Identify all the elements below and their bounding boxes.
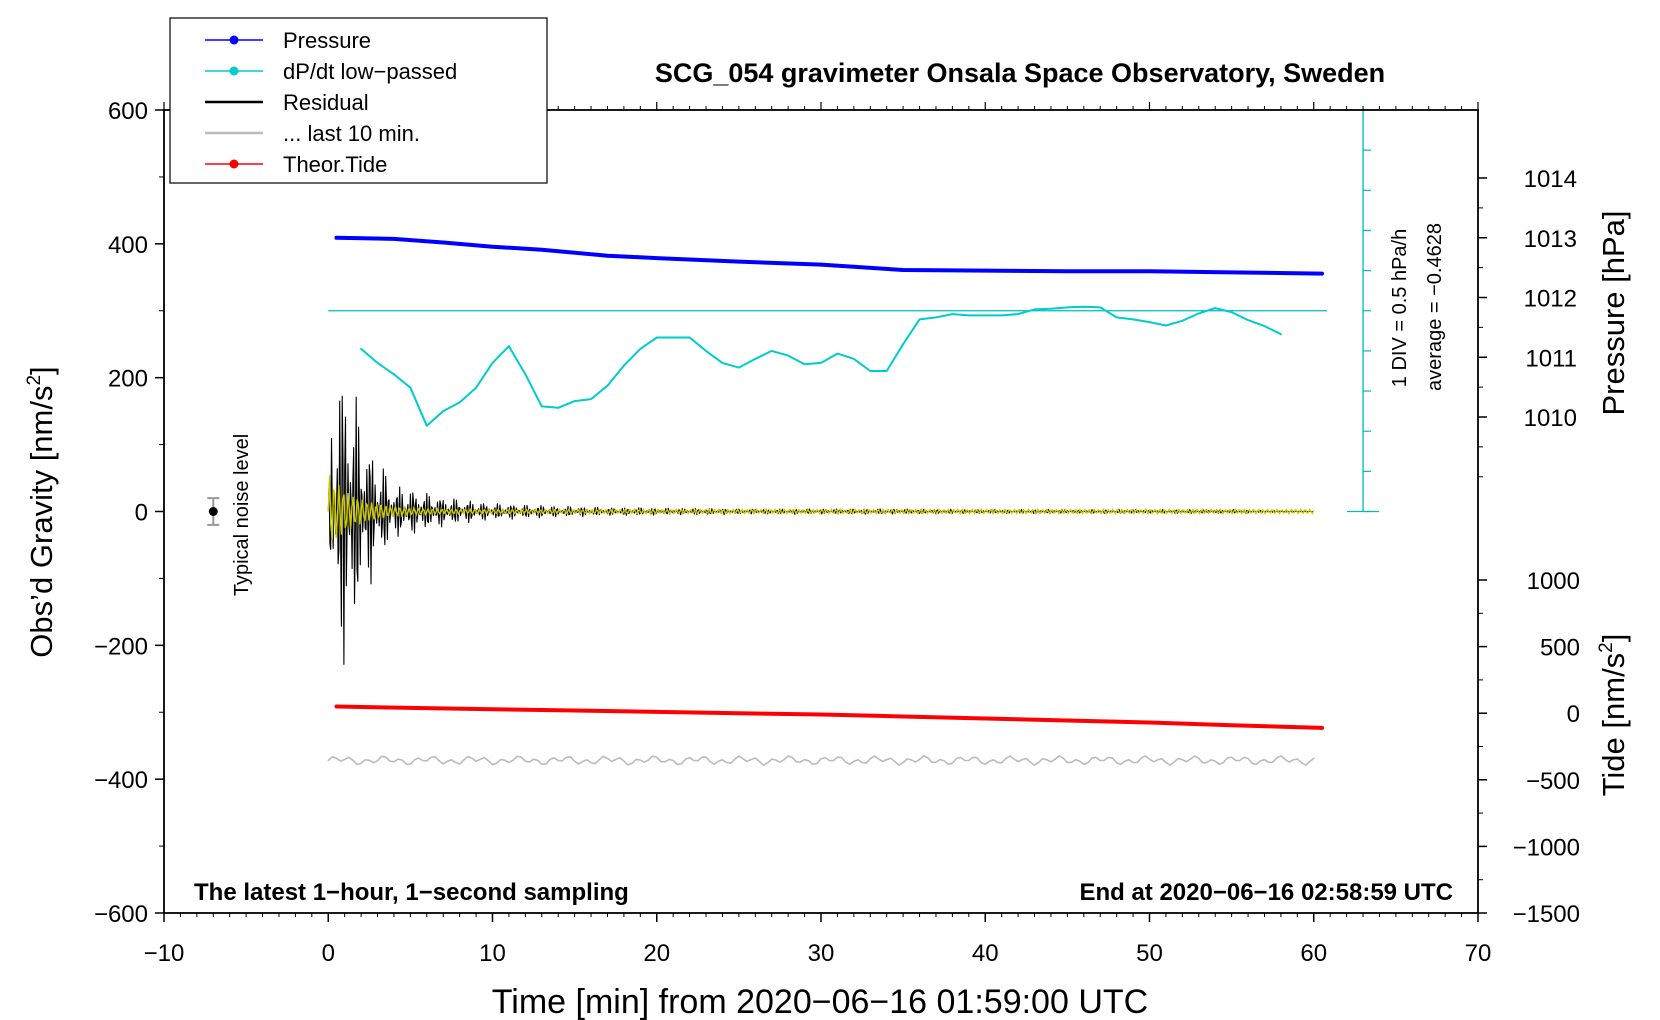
y-tick-label: −200 bbox=[94, 633, 148, 660]
legend-label: ... last 10 min. bbox=[283, 121, 420, 146]
div-scale-label: 1 DIV = 0.5 hPa/h bbox=[1389, 229, 1411, 387]
note-end-time: End at 2020−06−16 02:58:59 UTC bbox=[1079, 879, 1453, 906]
pressure-tick-label: 1014 bbox=[1524, 166, 1577, 193]
y-axis-label-tide-end: ] bbox=[1596, 634, 1631, 643]
tide-tick-label: 0 bbox=[1567, 701, 1580, 728]
y-tick-label: −600 bbox=[94, 901, 148, 928]
tide-tick-label: 1000 bbox=[1527, 568, 1580, 595]
note-latest-hour: The latest 1−hour, 1−second sampling bbox=[194, 879, 629, 906]
y-axis-label-left-end: ] bbox=[24, 366, 59, 375]
y-tick-label: 400 bbox=[108, 232, 148, 259]
series-residual-filtered bbox=[327, 475, 1315, 540]
plot-frame bbox=[163, 109, 1479, 914]
pressure-tick-label: 1013 bbox=[1524, 226, 1577, 253]
series-dp-dt-low-passed bbox=[360, 305, 1282, 427]
legend-box bbox=[169, 17, 548, 184]
legend-marker bbox=[229, 159, 239, 169]
series-residual bbox=[327, 395, 1314, 665]
y-axis-label-tide-sup: 2 bbox=[1596, 642, 1617, 653]
pressure-tick-label: 1011 bbox=[1525, 345, 1577, 372]
y-axis-label-tide-text: Tide [nm/s bbox=[1596, 653, 1631, 797]
y-tick-label: 0 bbox=[135, 500, 148, 527]
x-tick-label: −10 bbox=[144, 940, 185, 967]
y-tick-label: 200 bbox=[108, 366, 148, 393]
x-tick-label: 40 bbox=[972, 940, 999, 967]
y-axis-label-left-text: Obs’d Gravity [nm/s bbox=[24, 386, 59, 658]
y-tick-label: −400 bbox=[94, 767, 148, 794]
y-tick-label: 600 bbox=[108, 98, 148, 125]
tide-tick-label: −1500 bbox=[1513, 901, 1580, 928]
tide-tick-label: −1000 bbox=[1513, 834, 1580, 861]
legend-label: Theor.Tide bbox=[283, 152, 387, 177]
tide-tick-label: 500 bbox=[1540, 635, 1580, 662]
average-value-label: average = −0.4628 bbox=[1424, 223, 1446, 391]
pressure-tick-label: 1012 bbox=[1524, 286, 1577, 313]
x-tick-label: 60 bbox=[1300, 940, 1327, 967]
series-pressure bbox=[334, 235, 1324, 276]
x-tick-label: 0 bbox=[322, 940, 335, 967]
y-axis-label-left-sup: 2 bbox=[24, 375, 45, 386]
pressure-tick-label: 1010 bbox=[1524, 405, 1577, 432]
chart-title: SCG_054 gravimeter Onsala Space Observat… bbox=[655, 58, 1385, 88]
legend-label: Pressure bbox=[283, 28, 371, 53]
legend-marker bbox=[229, 35, 239, 45]
y-axis-label-tide: Tide [nm/s2] bbox=[1596, 634, 1631, 797]
series-theor-tide bbox=[334, 704, 1324, 730]
noise-level-label: Typical noise level bbox=[231, 434, 253, 596]
x-axis-label: Time [min] from 2020−06−16 01:59:00 UTC bbox=[492, 983, 1148, 1020]
x-tick-label: 10 bbox=[479, 940, 506, 967]
series-last-min bbox=[327, 755, 1315, 766]
legend-label: Residual bbox=[283, 90, 369, 115]
tide-tick-label: −500 bbox=[1526, 768, 1580, 795]
noise-bar-point bbox=[208, 507, 218, 516]
y-axis-label-left: Obs’d Gravity [nm/s2] bbox=[24, 366, 59, 657]
x-tick-label: 20 bbox=[643, 940, 670, 967]
legend-label: dP/dt low−passed bbox=[283, 59, 457, 84]
y-axis-label-pressure: Pressure [hPa] bbox=[1596, 210, 1631, 415]
x-tick-label: 30 bbox=[808, 940, 835, 967]
x-tick-label: 50 bbox=[1136, 940, 1163, 967]
x-tick-label: 70 bbox=[1465, 940, 1492, 967]
legend-marker bbox=[229, 66, 239, 76]
